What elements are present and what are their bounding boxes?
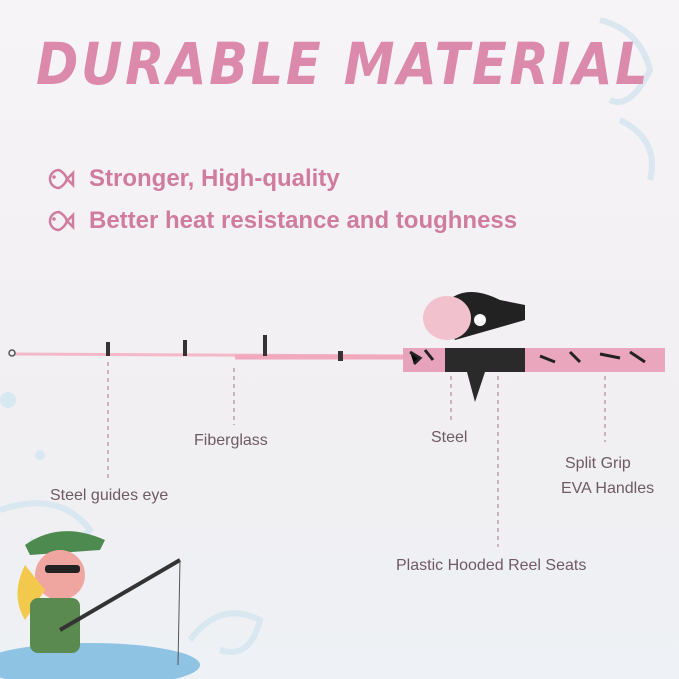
swirl-decoration xyxy=(618,117,655,181)
swirl-decoration xyxy=(187,610,264,655)
swirl-decoration xyxy=(599,17,654,105)
feature-item: Better heat resistance and toughness xyxy=(45,207,517,235)
feature-text: Better heat resistance and toughness xyxy=(89,207,518,234)
bubble-decoration xyxy=(0,392,16,408)
label-steel: Steel xyxy=(431,429,468,446)
bubble-decoration xyxy=(35,450,45,460)
fish-icon xyxy=(48,168,75,190)
kid-fishing-illustration xyxy=(17,531,182,666)
fish-icon xyxy=(48,210,75,232)
label-reel-seats: Plastic Hooded Reel Seats xyxy=(396,557,587,574)
feature-text: Stronger, High-quality xyxy=(89,165,340,192)
label-eva-handles: EVA Handles xyxy=(561,480,655,497)
feature-item: Stronger, High-quality xyxy=(45,165,340,193)
label-split-grip: Split Grip xyxy=(565,455,631,472)
water xyxy=(0,643,200,679)
label-steel-guides-eye: Steel guides eye xyxy=(50,487,169,504)
fishing-rod-image xyxy=(8,292,665,402)
callout-lines xyxy=(107,362,606,547)
page-title: DURABLE MATERIAL xyxy=(36,30,651,98)
label-fiberglass: Fiberglass xyxy=(194,432,268,449)
